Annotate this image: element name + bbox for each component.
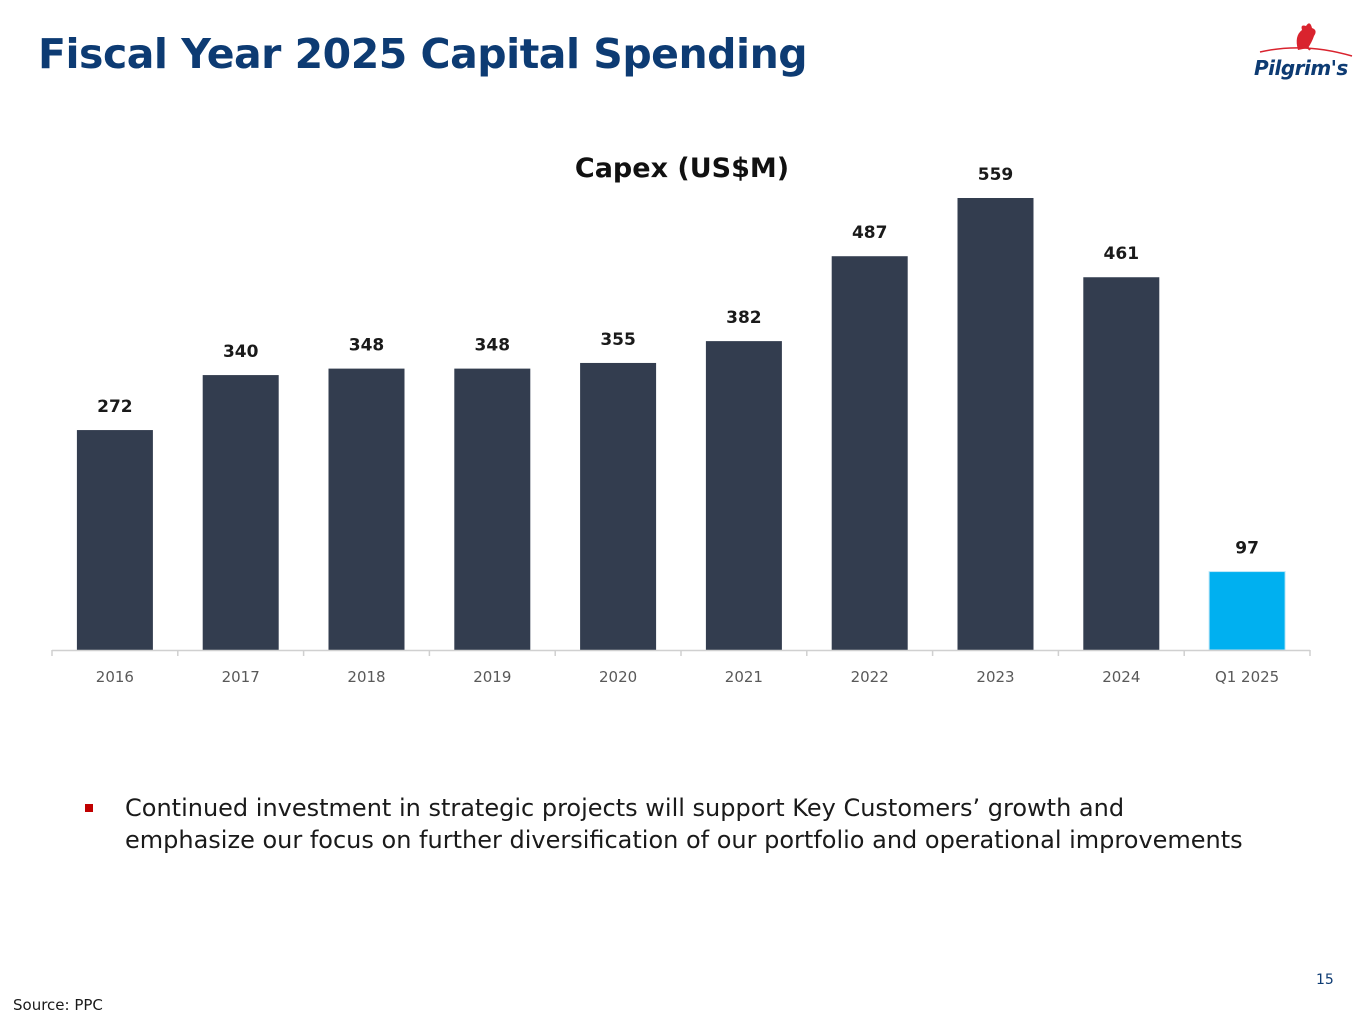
bar-2021 (705, 341, 782, 650)
category-label: 2023 (976, 668, 1014, 686)
bar-2016 (76, 430, 153, 650)
data-label: 382 (726, 308, 762, 328)
bar-2023 (957, 198, 1034, 650)
data-label: 355 (600, 330, 636, 350)
category-label: 2021 (725, 668, 763, 686)
logo-wordmark: Pilgrim's (1254, 56, 1348, 80)
category-label: 2019 (473, 668, 511, 686)
data-labels-group: 272 340 348 348 355 382 487 559 461 97 (97, 165, 1259, 559)
page-title: Fiscal Year 2025 Capital Spending (38, 30, 808, 78)
data-label: 97 (1235, 539, 1259, 559)
source-note: Source: PPC (13, 996, 103, 1014)
data-label: 340 (223, 342, 259, 362)
bar-2019 (454, 368, 531, 650)
page-number: 15 (1316, 972, 1334, 988)
bars-group (76, 198, 1286, 651)
category-label: 2024 (1102, 668, 1140, 686)
company-logo: Pilgrim's (1248, 20, 1360, 92)
bar-2024 (1083, 277, 1160, 650)
data-label: 348 (475, 336, 511, 356)
category-label: 2022 (851, 668, 889, 686)
bar-2022 (831, 256, 908, 650)
bullet-list: Continued investment in strategic projec… (84, 792, 1254, 856)
category-label: Q1 2025 (1215, 668, 1279, 686)
bullet-text: Continued investment in strategic projec… (125, 794, 1243, 854)
chart-title: Capex (US$M) (575, 153, 789, 184)
category-label: 2016 (96, 668, 134, 686)
x-axis-ticks (51, 650, 1311, 656)
rooster-icon (1259, 23, 1353, 57)
category-label: 2017 (222, 668, 260, 686)
bar-2018 (328, 368, 405, 650)
data-label: 559 (978, 165, 1014, 185)
category-labels-group: 2016 2017 2018 2019 2020 2021 2022 2023 2024 Q1 2… (96, 668, 1279, 686)
category-label: 2020 (599, 668, 637, 686)
category-label: 2018 (347, 668, 385, 686)
bar-q1-2025 (1208, 571, 1286, 651)
data-label: 461 (1104, 244, 1140, 264)
bar-2020 (580, 362, 657, 650)
bullet-square-icon (85, 804, 93, 812)
data-label: 487 (852, 223, 888, 243)
capex-bar-chart: Capex (US$M) 272 340 348 348 355 382 487 559 461… (51, 153, 1311, 686)
bullet-item: Continued investment in strategic projec… (84, 792, 1254, 856)
bar-2017 (202, 375, 279, 650)
data-label: 348 (349, 336, 385, 356)
data-label: 272 (97, 397, 133, 417)
